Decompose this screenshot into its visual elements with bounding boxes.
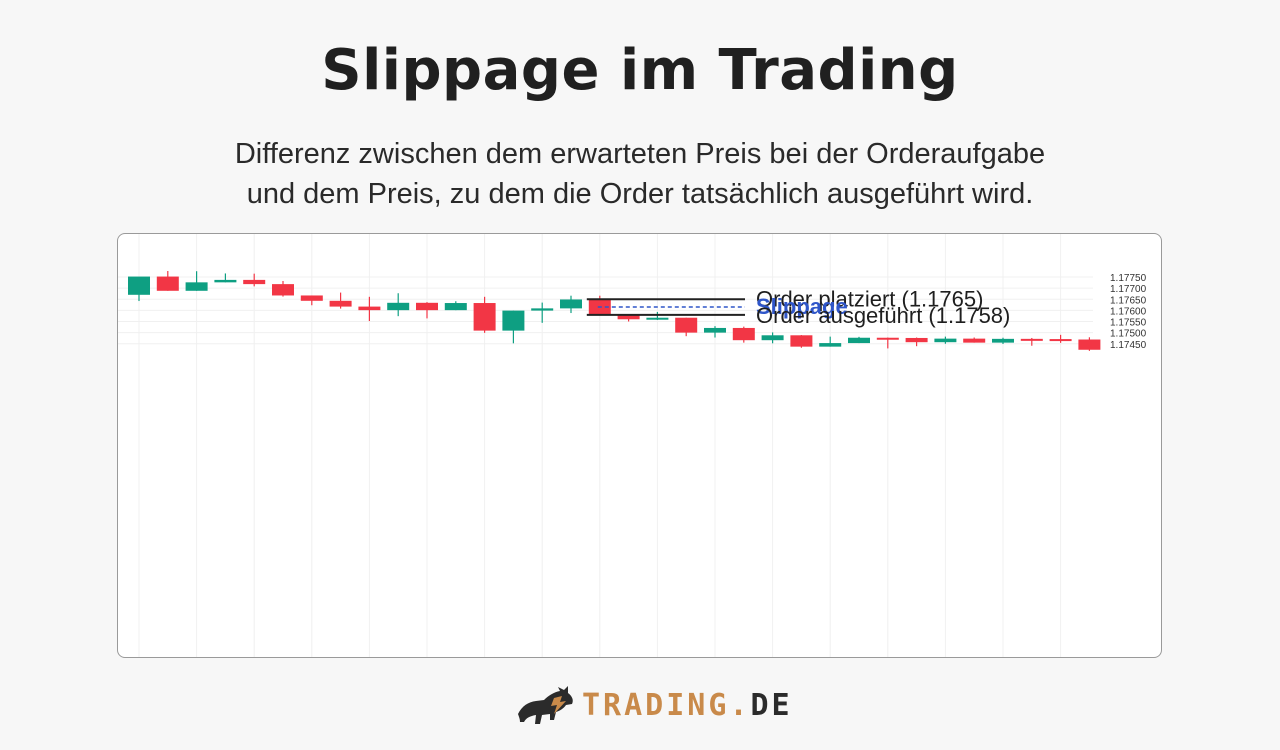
y-tick-label: 1.17450	[1110, 340, 1147, 351]
subtitle-line-1: Differenz zwischen dem erwarteten Preis …	[234, 138, 1046, 170]
candle-body	[531, 308, 554, 311]
bull-icon	[518, 686, 573, 724]
candle-body	[329, 300, 352, 307]
candle-body	[1049, 339, 1072, 342]
candle-body	[732, 327, 755, 341]
candle-body	[243, 279, 266, 285]
y-tick-label: 1.17650	[1110, 295, 1147, 306]
candle-body	[185, 282, 208, 291]
y-tick-label: 1.17700	[1110, 284, 1147, 295]
candle-body	[876, 337, 899, 340]
candle-body	[502, 310, 525, 331]
candle-body	[387, 302, 410, 311]
order-placed-label: Order platziert (1.1765)	[756, 286, 983, 311]
logo-dot: .	[729, 688, 751, 723]
candle-body	[819, 343, 842, 347]
y-tick-label: 1.17600	[1110, 306, 1147, 317]
candle-body	[1078, 339, 1101, 350]
y-tick-label: 1.17500	[1110, 329, 1147, 340]
subtitle-line-2: und dem Preis, zu dem die Order tatsächl…	[246, 178, 1034, 210]
candle-body	[963, 338, 986, 343]
logo-wordmark: TRADING.DE	[582, 688, 793, 723]
candle-body	[214, 279, 237, 283]
candle-body	[444, 303, 467, 311]
brand-logo: TRADING.DE	[514, 684, 790, 730]
candle-body	[617, 315, 640, 320]
candle-body	[761, 335, 784, 341]
logo-tld: DE	[750, 688, 793, 723]
candle-body	[992, 338, 1014, 343]
candle-body	[272, 284, 294, 296]
logo-word: TRADING	[582, 688, 730, 723]
candle-body	[646, 317, 669, 320]
candle-body	[848, 337, 870, 344]
page-title: Slippage im Trading	[321, 38, 959, 103]
candle-body	[675, 317, 698, 333]
candle-body	[473, 303, 496, 331]
candle-body	[300, 295, 323, 301]
candle-body	[934, 338, 957, 343]
candle-body	[560, 299, 582, 309]
y-tick-label: 1.17750	[1110, 273, 1147, 284]
candle-body	[905, 337, 928, 343]
candlestick-chart: 1.177501.177001.176501.176001.175501.175…	[118, 234, 1147, 657]
y-tick-label: 1.17550	[1110, 318, 1147, 329]
chart-panel: 1.17750 1.17700 1.17650 1.17600 1.17550 1.175…	[117, 233, 1162, 658]
candle-body	[1020, 338, 1043, 341]
page-subtitle: Differenz zwischen dem erwarteten Preis …	[140, 134, 1140, 214]
candle-body	[128, 276, 150, 295]
order-executed-label: Order ausgeführt (1.1758)	[756, 303, 1010, 328]
slippage-label: Slippage	[756, 294, 848, 319]
candle-body	[358, 306, 381, 311]
candle-body	[416, 302, 438, 311]
candle-body	[790, 335, 813, 347]
candle-body	[704, 327, 726, 333]
candle-body	[156, 276, 179, 291]
